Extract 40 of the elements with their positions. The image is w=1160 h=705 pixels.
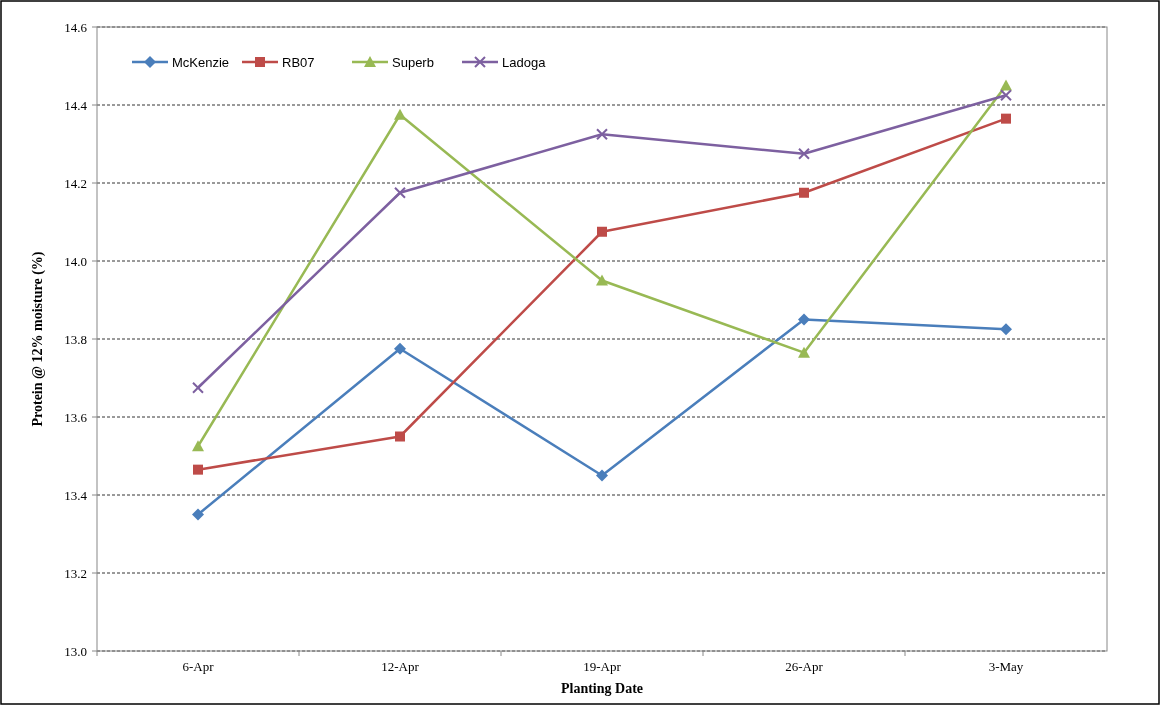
point	[192, 381, 204, 394]
y-tick-label: 13.8	[64, 331, 87, 347]
x-tick-label: 12-Apr	[381, 659, 420, 674]
point	[1000, 79, 1012, 91]
legend-label: Superb	[392, 54, 434, 70]
y-tick-label: 14.6	[64, 19, 88, 35]
x-tick-label: 26-Apr	[785, 659, 824, 674]
point	[596, 469, 608, 482]
y-tick-label: 13.2	[64, 565, 87, 581]
y-tick-label: 14.2	[64, 175, 87, 191]
point	[394, 342, 406, 355]
point	[596, 274, 608, 286]
point	[192, 508, 204, 521]
y-axis-title: Protein @ 12% moisture (%)	[30, 251, 46, 427]
y-tick-label: 13.4	[64, 487, 88, 503]
point	[798, 313, 810, 326]
point	[395, 431, 405, 442]
point	[394, 186, 406, 199]
point	[798, 147, 810, 160]
x-tick-label: 6-Apr	[182, 659, 215, 674]
x-tick-label: 3-May	[988, 659, 1024, 674]
point	[193, 464, 203, 475]
point	[1001, 113, 1011, 124]
point	[596, 128, 608, 141]
y-tick-label: 13.6	[64, 409, 88, 425]
y-tick-label: 14.4	[64, 97, 88, 113]
legend-label: RB07	[282, 54, 315, 70]
x-tick-label: 19-Apr	[583, 659, 622, 674]
point	[798, 346, 810, 358]
y-tick-label: 14.0	[64, 253, 87, 269]
y-tick-label: 13.0	[64, 643, 87, 659]
x-axis-title: Planting Date	[560, 681, 644, 696]
point	[1000, 323, 1012, 336]
legend-label: McKenzie	[172, 54, 230, 70]
point	[394, 108, 406, 120]
point	[192, 440, 204, 452]
point	[799, 187, 809, 198]
legend-label: Ladoga	[502, 54, 547, 70]
point	[597, 226, 607, 237]
point	[1000, 89, 1012, 102]
